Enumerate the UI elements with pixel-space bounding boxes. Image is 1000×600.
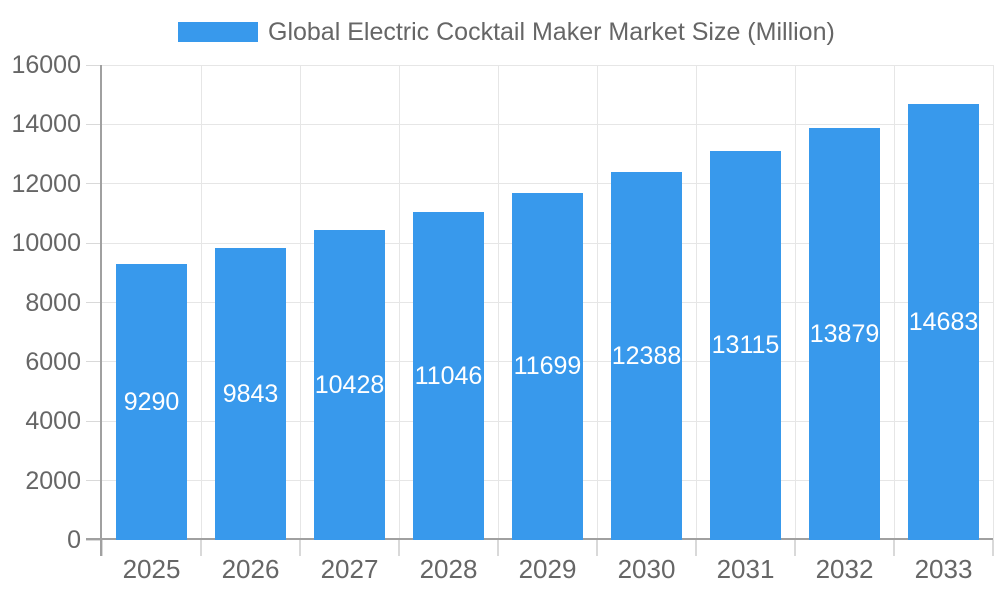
y-axis-tick-label: 10000 <box>11 229 81 258</box>
y-axis-tick-label: 4000 <box>25 407 81 436</box>
y-axis-line <box>100 65 102 556</box>
bar-value-label: 9290 <box>123 388 180 417</box>
v-gridline <box>200 65 202 540</box>
bar-value-label: 11046 <box>414 362 483 391</box>
y-tick <box>86 420 102 422</box>
bar-value-label: 10428 <box>314 371 385 400</box>
y-tick <box>86 242 102 244</box>
v-gridline <box>398 65 400 540</box>
y-axis-tick-label: 2000 <box>25 466 81 495</box>
x-axis-tick-label: 2029 <box>518 554 577 584</box>
x-tick <box>596 540 598 556</box>
x-tick <box>695 540 697 556</box>
bar[interactable] <box>314 230 385 540</box>
bar[interactable] <box>710 150 781 540</box>
y-tick <box>86 480 102 482</box>
bar[interactable] <box>908 104 979 540</box>
x-axis-tick-label: 2030 <box>617 554 676 584</box>
y-tick <box>86 539 102 541</box>
bar-value-label: 9843 <box>222 379 279 408</box>
h-gridline <box>102 123 993 125</box>
bar[interactable] <box>512 192 583 540</box>
bar[interactable] <box>611 172 682 540</box>
y-axis-tick-label: 0 <box>67 526 81 554</box>
bar-value-label: 13115 <box>711 331 780 360</box>
h-gridline <box>102 64 993 66</box>
x-tick <box>398 540 400 556</box>
x-axis-tick-label: 2031 <box>716 554 775 584</box>
y-axis-tick-label: 14000 <box>11 110 81 139</box>
x-tick <box>101 540 103 556</box>
y-tick <box>86 302 102 303</box>
x-tick <box>992 540 994 556</box>
h-gridline <box>102 183 993 185</box>
bar[interactable] <box>413 212 484 540</box>
bar-value-label: 12388 <box>611 342 682 371</box>
y-tick <box>86 64 102 66</box>
y-tick <box>86 123 102 125</box>
bar-value-label: 14683 <box>908 308 979 337</box>
x-axis-tick-label: 2033 <box>914 554 973 584</box>
x-axis-tick-label: 2028 <box>419 554 478 584</box>
bar[interactable] <box>215 247 286 540</box>
y-axis-tick-label: 12000 <box>11 169 81 198</box>
bar[interactable] <box>116 264 187 540</box>
bar[interactable] <box>809 127 880 540</box>
y-axis-tick-label: 16000 <box>11 51 81 79</box>
legend-swatch[interactable] <box>178 22 258 42</box>
y-tick <box>86 183 102 185</box>
x-tick <box>299 540 301 556</box>
v-gridline <box>497 65 499 540</box>
x-axis-tick-label: 2027 <box>320 554 379 584</box>
y-tick <box>86 361 102 363</box>
v-gridline <box>893 65 895 540</box>
x-tick <box>893 540 895 556</box>
v-gridline <box>695 65 697 540</box>
legend-label[interactable]: Global Electric Cocktail Maker Market Si… <box>268 18 835 46</box>
v-gridline <box>596 65 598 540</box>
x-tick <box>794 540 796 556</box>
x-axis-tick-label: 2032 <box>815 554 874 584</box>
x-axis-tick-label: 2026 <box>221 554 280 584</box>
x-tick <box>497 540 499 556</box>
y-axis-tick-label: 6000 <box>25 347 81 376</box>
bar-value-label: 13879 <box>809 319 880 348</box>
v-gridline <box>299 65 301 540</box>
v-gridline <box>794 65 796 540</box>
x-axis-tick-label: 2025 <box>122 554 181 584</box>
bar-value-label: 11699 <box>513 352 582 381</box>
y-axis-tick-label: 8000 <box>25 288 81 317</box>
v-gridline <box>992 65 994 540</box>
x-tick <box>200 540 202 556</box>
